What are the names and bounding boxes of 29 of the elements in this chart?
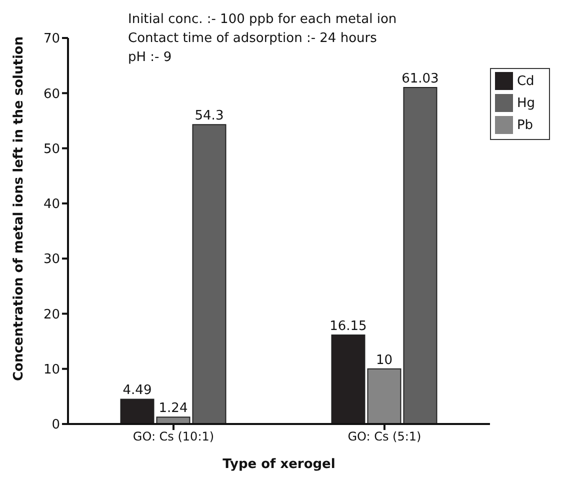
data-label: 10 <box>376 352 393 368</box>
data-label: 1.24 <box>158 401 188 416</box>
x-axis-title: Type of xerogel <box>222 457 336 472</box>
y-axis-title: Concentration of metal ions left in the solution <box>12 36 27 381</box>
text: Initial conc. :- 100 ppb for each metal ion <box>128 11 397 29</box>
x-tick-label: GO: Cs (5:1) <box>348 430 422 444</box>
data-label: 54.3 <box>194 108 224 124</box>
data-label: 16.15 <box>330 318 367 334</box>
y-tick-label: 40 <box>43 197 60 212</box>
x-tick-label: GO: Cs (10:1) <box>132 430 214 444</box>
y-tick-label: 0 <box>52 418 60 433</box>
annotation: Contact time of adsorption :- 24 hours <box>128 30 378 48</box>
y-tick-label: 70 <box>43 32 60 47</box>
y-tick-label: 30 <box>43 252 60 268</box>
legend-label: Hg <box>516 96 535 111</box>
bar <box>367 368 402 424</box>
y-tick-label: 20 <box>43 307 60 322</box>
y-tick-label: 60 <box>43 86 60 102</box>
legend-label: Cd <box>516 74 534 89</box>
legend-label: Pb <box>516 118 534 133</box>
data-label: 61.03 <box>402 71 439 86</box>
y-tick-label: 10 <box>43 362 60 378</box>
bar <box>192 124 226 424</box>
bar <box>331 334 366 424</box>
y-tick-label: 50 <box>43 142 60 157</box>
data-label: 4.49 <box>122 383 152 398</box>
bar <box>403 86 438 424</box>
annotation: pH :- 9 <box>128 49 173 67</box>
bar <box>120 398 154 424</box>
